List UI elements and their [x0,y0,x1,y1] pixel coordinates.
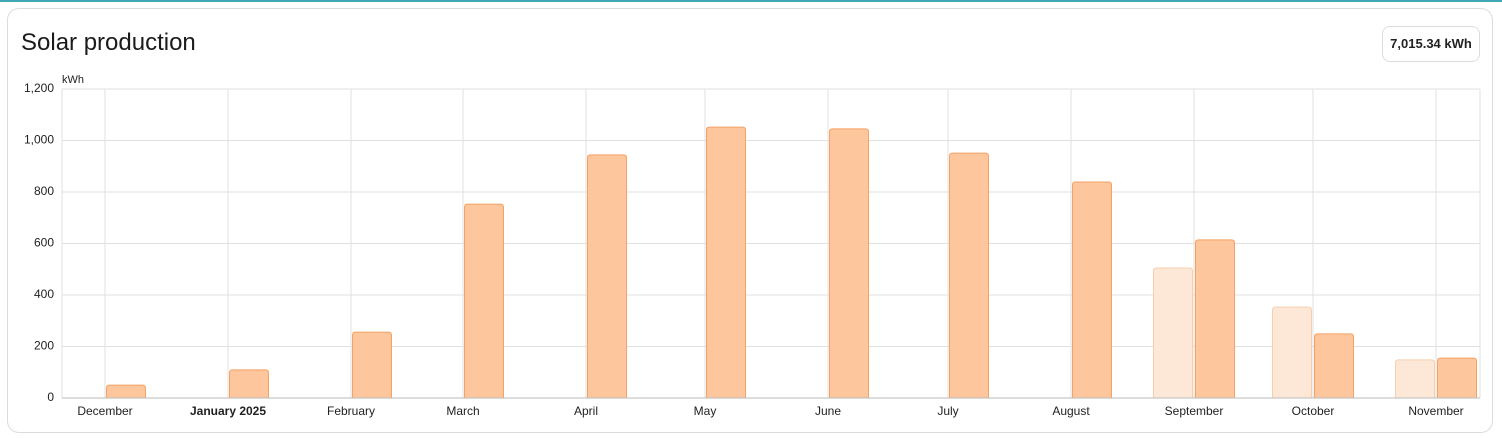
bar [1314,333,1354,398]
y-unit: kWh [62,74,84,86]
y-tick-label: 0 [47,390,54,404]
bar [464,203,504,398]
card-title: Solar production [21,29,196,56]
y-tick-label: 800 [34,184,54,198]
x-tick-label: April [574,404,598,418]
bar [1437,357,1477,398]
bar [106,384,146,398]
bar [949,152,989,398]
x-tick-label: March [446,404,479,418]
y-tick-label: 1,000 [24,133,54,147]
x-tick-label: October [1292,404,1335,418]
total-badge[interactable]: 7,015.34 kWh [1382,26,1480,62]
x-tick-label: July [937,404,958,418]
bar [587,154,627,398]
x-tick-label: November [1408,404,1463,418]
x-tick-label: June [815,404,841,418]
x-tick-label: August [1052,404,1090,418]
top-bar [0,0,1502,2]
x-tick-label: May [694,404,717,418]
bar [706,126,746,398]
y-tick-label: 1,200 [24,81,54,95]
bar [352,331,392,398]
bar [1395,359,1435,398]
y-tick-label: 400 [34,287,54,301]
x-tick-label: January 2025 [190,404,266,418]
x-tick-label: December [77,404,132,418]
x-tick-label: September [1165,404,1224,418]
bar [1195,239,1235,398]
x-tick-label: February [327,404,375,418]
card [7,8,1493,433]
y-tick-label: 600 [34,236,54,250]
bar [1272,306,1312,398]
bar [829,128,869,398]
bar [1153,267,1193,398]
bar [229,369,269,398]
y-tick-label: 200 [34,339,54,353]
bar [1072,181,1112,398]
